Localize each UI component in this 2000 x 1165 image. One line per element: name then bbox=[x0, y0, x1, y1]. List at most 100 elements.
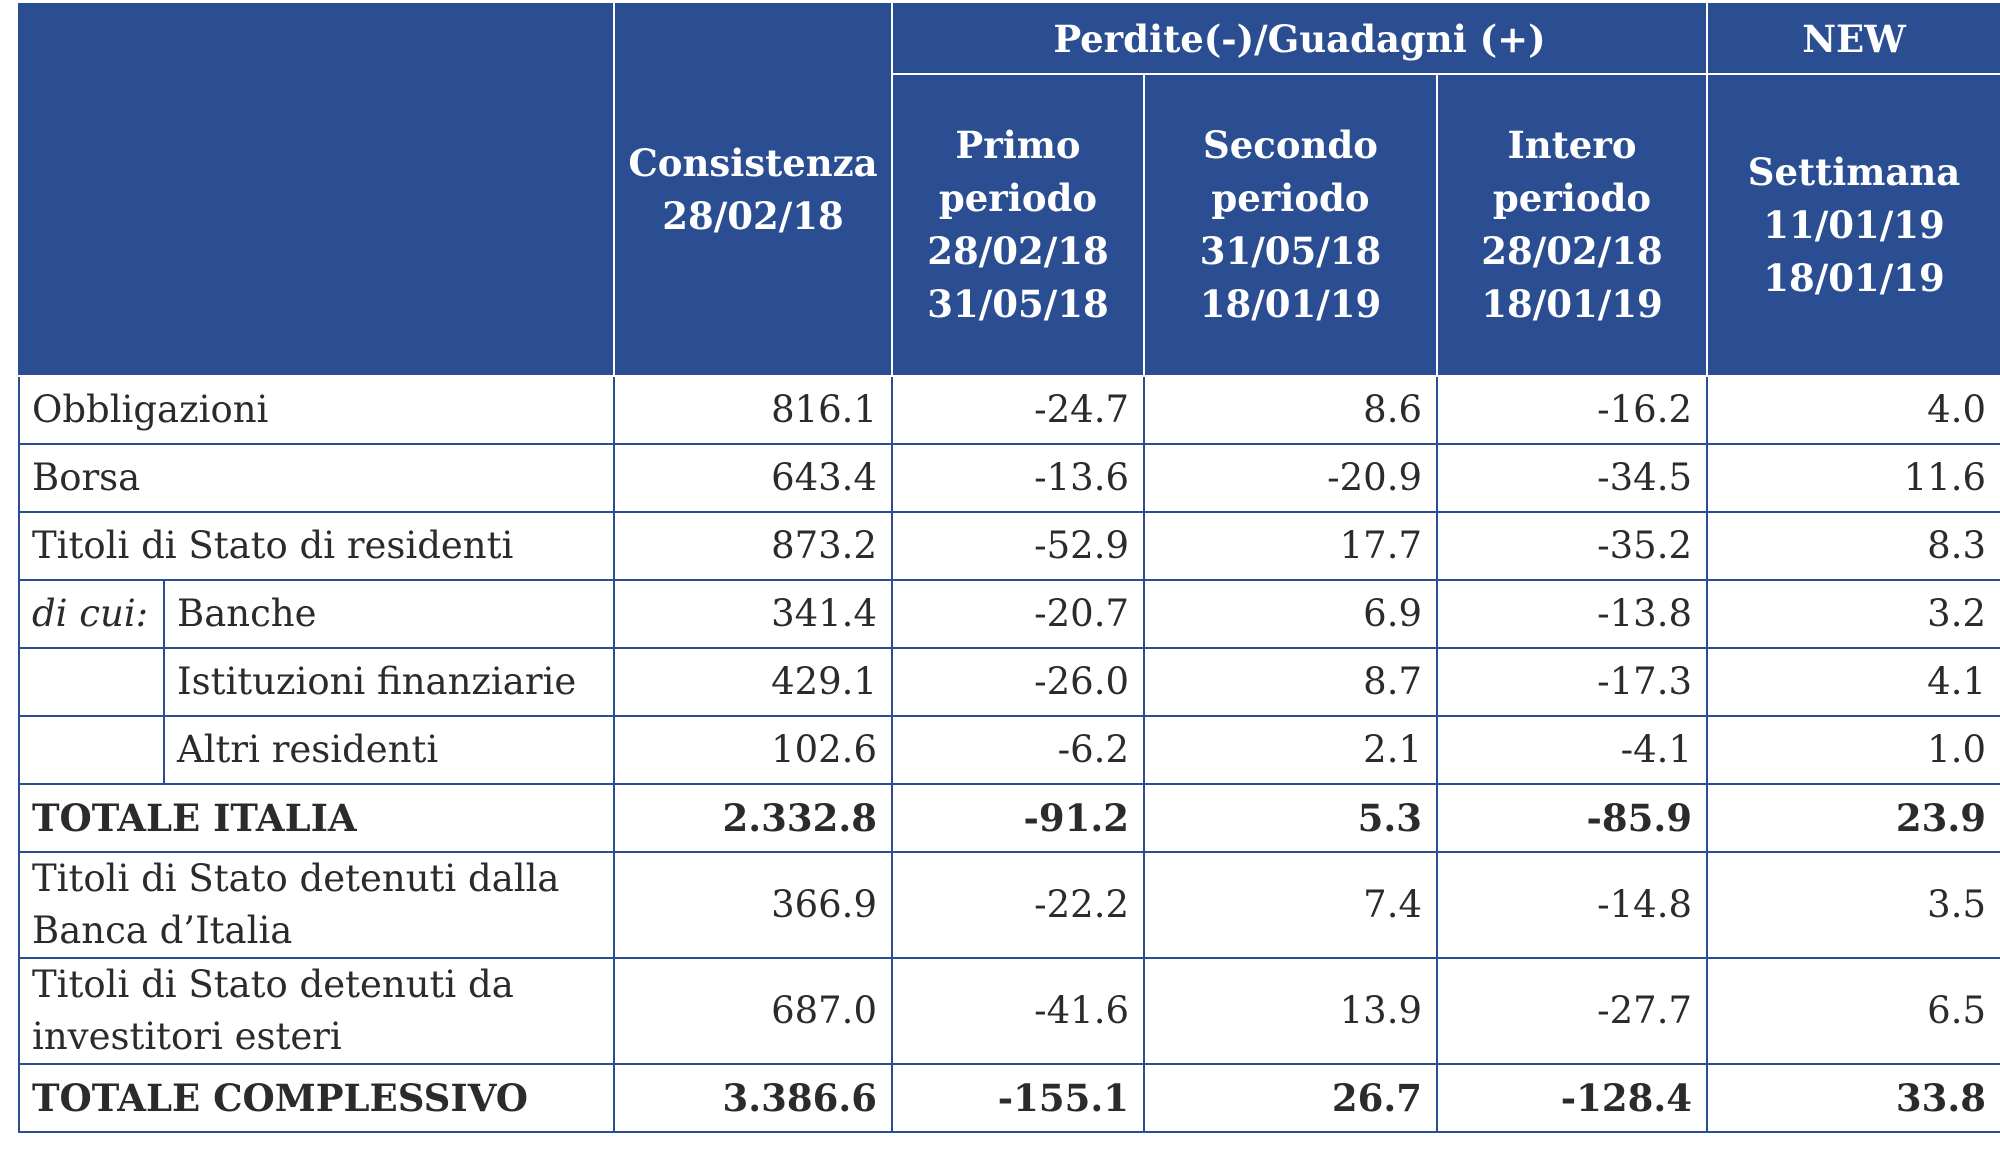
cell-intero: -128.4 bbox=[1436, 1063, 1708, 1133]
cell-primo: -26.0 bbox=[891, 647, 1145, 717]
header-primo-periodo: Primo periodo 28/02/18 31/05/18 bbox=[891, 73, 1145, 377]
header-secondo-line3: 31/05/18 bbox=[1199, 229, 1382, 273]
cell-settimana: 11.6 bbox=[1706, 443, 2000, 513]
cell-primo: -13.6 bbox=[891, 443, 1145, 513]
table-row-investitori-esteri: Titoli di Stato detenuti da investitori … bbox=[18, 957, 2000, 1065]
header-secondo-line1: Secondo bbox=[1203, 123, 1378, 167]
cell-intero: -17.3 bbox=[1436, 647, 1708, 717]
cell-consistenza: 687.0 bbox=[613, 957, 893, 1065]
header-intero-line3: 28/02/18 bbox=[1481, 229, 1663, 273]
header-new: NEW bbox=[1706, 3, 2000, 75]
di-cui-text: di cui: bbox=[32, 592, 149, 635]
row-prefix-empty bbox=[18, 647, 165, 717]
cell-settimana: 33.8 bbox=[1706, 1063, 2000, 1133]
table-row-titoli-residenti: Titoli di Stato di residenti 873.2 -52.9… bbox=[18, 511, 2000, 581]
table-row-borsa: Borsa 643.4 -13.6 -20.9 -34.5 11.6 bbox=[18, 443, 2000, 513]
header-corner-cell bbox=[18, 3, 615, 377]
row-label: Titoli di Stato di residenti bbox=[18, 511, 615, 581]
header-settimana: Settimana 11/01/19 18/01/19 bbox=[1706, 73, 2000, 377]
table-row-totale-complessivo: TOTALE COMPLESSIVO 3.386.6 -155.1 26.7 -… bbox=[18, 1063, 2000, 1133]
cell-settimana: 4.0 bbox=[1706, 375, 2000, 445]
cell-intero: -4.1 bbox=[1436, 715, 1708, 785]
cell-secondo: 8.7 bbox=[1143, 647, 1438, 717]
cell-primo: -41.6 bbox=[891, 957, 1145, 1065]
cell-settimana: 4.1 bbox=[1706, 647, 2000, 717]
cell-secondo: 26.7 bbox=[1143, 1063, 1438, 1133]
row-label: Titoli di Stato detenuti da investitori … bbox=[18, 957, 615, 1065]
header-consistenza: Consistenza 28/02/18 bbox=[613, 3, 893, 377]
cell-secondo: 2.1 bbox=[1143, 715, 1438, 785]
table-row-altri-residenti: Altri residenti 102.6 -6.2 2.1 -4.1 1.0 bbox=[18, 715, 2000, 785]
cell-consistenza: 643.4 bbox=[613, 443, 893, 513]
cell-consistenza: 816.1 bbox=[613, 375, 893, 445]
row-label-line1: Titoli di Stato detenuti dalla bbox=[32, 857, 560, 900]
table-row-istituzioni-finanziarie: Istituzioni finanziarie 429.1 -26.0 8.7 … bbox=[18, 647, 2000, 717]
cell-primo: -6.2 bbox=[891, 715, 1145, 785]
cell-secondo: 17.7 bbox=[1143, 511, 1438, 581]
cell-primo: -91.2 bbox=[891, 783, 1145, 853]
header-primo-line3: 28/02/18 bbox=[927, 229, 1109, 273]
row-label-line1: Titoli di Stato detenuti da bbox=[32, 963, 514, 1006]
header-settimana-line2: 11/01/19 bbox=[1763, 202, 1945, 247]
header-primo-line4: 31/05/18 bbox=[927, 282, 1109, 326]
cell-consistenza: 102.6 bbox=[613, 715, 893, 785]
cell-secondo: 6.9 bbox=[1143, 579, 1438, 649]
cell-primo: -52.9 bbox=[891, 511, 1145, 581]
cell-primo: -22.2 bbox=[891, 851, 1145, 959]
header-intero-line4: 18/01/19 bbox=[1481, 282, 1663, 326]
table-row-banca-italia: Titoli di Stato detenuti dalla Banca d’I… bbox=[18, 851, 2000, 959]
header-primo-line1: Primo bbox=[955, 123, 1081, 167]
cell-primo: -155.1 bbox=[891, 1063, 1145, 1133]
row-label: Altri residenti bbox=[163, 715, 615, 785]
cell-intero: -14.8 bbox=[1436, 851, 1708, 959]
cell-secondo: 13.9 bbox=[1143, 957, 1438, 1065]
table-row-obbligazioni: Obbligazioni 816.1 -24.7 8.6 -16.2 4.0 bbox=[18, 375, 2000, 445]
header-secondo-line2: periodo bbox=[1211, 176, 1370, 220]
header-settimana-line3: 18/01/19 bbox=[1763, 255, 1945, 300]
cell-settimana: 1.0 bbox=[1706, 715, 2000, 785]
cell-secondo: 7.4 bbox=[1143, 851, 1438, 959]
cell-secondo: 5.3 bbox=[1143, 783, 1438, 853]
cell-primo: -20.7 bbox=[891, 579, 1145, 649]
row-label: Borsa bbox=[18, 443, 615, 513]
cell-consistenza: 2.332.8 bbox=[613, 783, 893, 853]
cell-secondo: -20.9 bbox=[1143, 443, 1438, 513]
row-label: Istituzioni finanziarie bbox=[163, 647, 615, 717]
header-secondo-line4: 18/01/19 bbox=[1199, 282, 1382, 326]
row-label: TOTALE COMPLESSIVO bbox=[18, 1063, 615, 1133]
data-table: Consistenza 28/02/18 Perdite(-)/Guadagni… bbox=[18, 3, 2000, 1133]
header-group-perdite-guadagni: Perdite(-)/Guadagni (+) bbox=[891, 3, 1708, 75]
row-label: Banche bbox=[163, 579, 615, 649]
header-consistenza-line2: 28/02/18 bbox=[662, 194, 844, 238]
header-consistenza-line1: Consistenza bbox=[628, 141, 878, 185]
cell-consistenza: 341.4 bbox=[613, 579, 893, 649]
header-intero-line1: Intero bbox=[1507, 123, 1637, 167]
header-primo-line2: periodo bbox=[938, 176, 1098, 220]
row-label-line2: investitori esteri bbox=[32, 1015, 342, 1058]
cell-intero: -16.2 bbox=[1436, 375, 1708, 445]
cell-intero: -27.7 bbox=[1436, 957, 1708, 1065]
cell-intero: -34.5 bbox=[1436, 443, 1708, 513]
row-label-line2: Banca d’Italia bbox=[32, 909, 293, 952]
cell-settimana: 23.9 bbox=[1706, 783, 2000, 853]
cell-primo: -24.7 bbox=[891, 375, 1145, 445]
cell-settimana: 8.3 bbox=[1706, 511, 2000, 581]
cell-intero: -35.2 bbox=[1436, 511, 1708, 581]
cell-intero: -13.8 bbox=[1436, 579, 1708, 649]
row-label: Titoli di Stato detenuti dalla Banca d’I… bbox=[18, 851, 615, 959]
table-row-totale-italia: TOTALE ITALIA 2.332.8 -91.2 5.3 -85.9 23… bbox=[18, 783, 2000, 853]
cell-consistenza: 366.9 bbox=[613, 851, 893, 959]
cell-consistenza: 3.386.6 bbox=[613, 1063, 893, 1133]
header-secondo-periodo: Secondo periodo 31/05/18 18/01/19 bbox=[1143, 73, 1438, 377]
cell-secondo: 8.6 bbox=[1143, 375, 1438, 445]
header-intero-line2: periodo bbox=[1492, 176, 1652, 220]
cell-consistenza: 429.1 bbox=[613, 647, 893, 717]
cell-settimana: 3.2 bbox=[1706, 579, 2000, 649]
row-label: Obbligazioni bbox=[18, 375, 615, 445]
header-settimana-line1: Settimana bbox=[1747, 149, 1961, 194]
cell-intero: -85.9 bbox=[1436, 783, 1708, 853]
cell-consistenza: 873.2 bbox=[613, 511, 893, 581]
header-intero-periodo: Intero periodo 28/02/18 18/01/19 bbox=[1436, 73, 1708, 377]
row-label: TOTALE ITALIA bbox=[18, 783, 615, 853]
row-prefix-empty bbox=[18, 715, 165, 785]
